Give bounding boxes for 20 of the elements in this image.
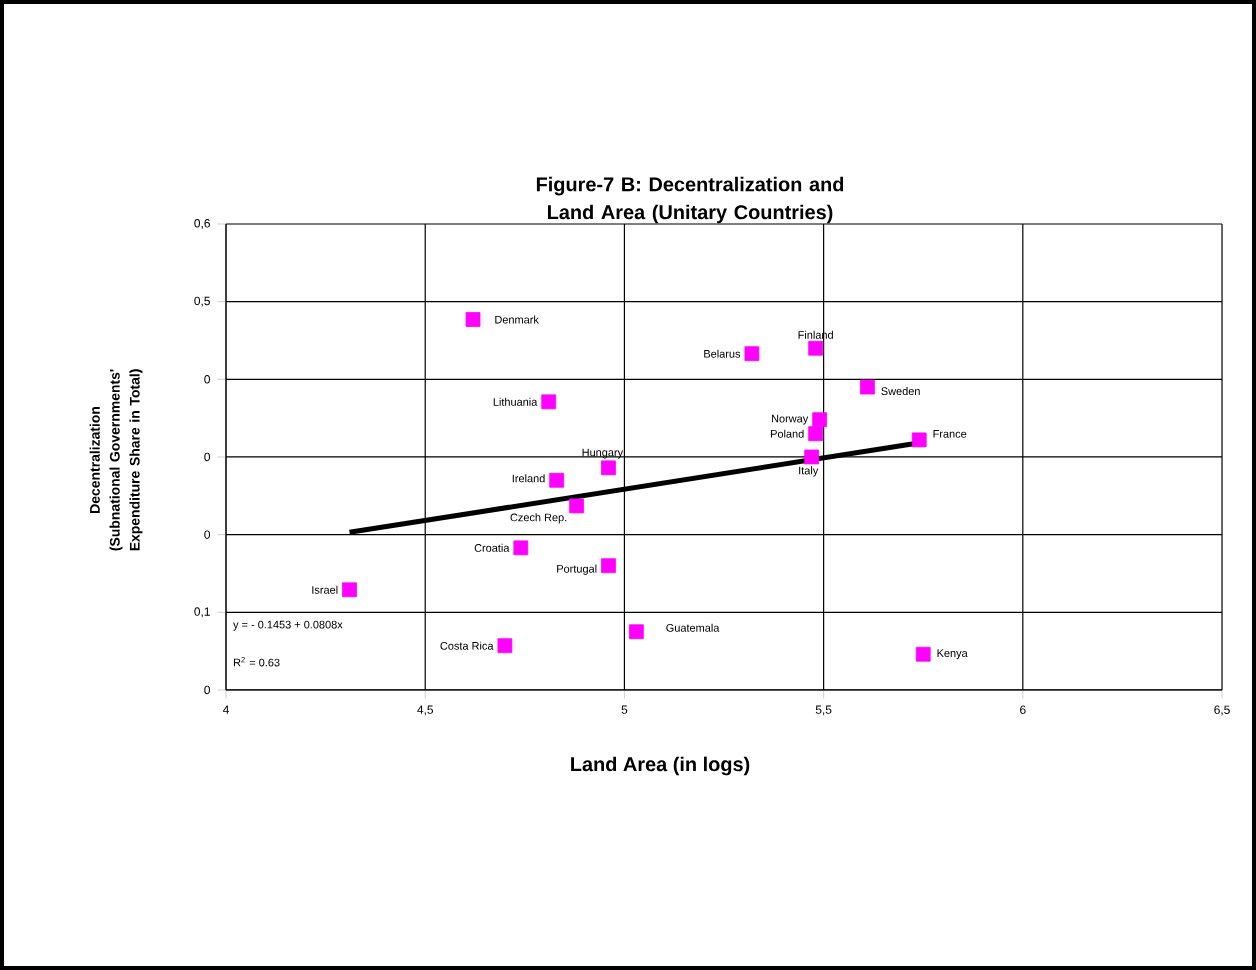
point — [342, 582, 357, 598]
point — [541, 394, 557, 410]
point — [808, 426, 824, 442]
point — [465, 312, 481, 327]
point — [601, 460, 616, 476]
point — [860, 379, 875, 395]
point — [915, 646, 931, 662]
point — [513, 540, 529, 556]
point — [804, 449, 820, 465]
point — [601, 558, 616, 574]
point — [549, 472, 565, 488]
chart-title: Figure-7 B: Decentralization and Land Area (Unitary Countries) — [536, 176, 844, 224]
point — [628, 624, 644, 640]
x-axis-title: Land Area (in logs) — [571, 756, 750, 776]
point — [812, 412, 828, 428]
point — [911, 432, 927, 448]
point — [569, 498, 584, 514]
point — [808, 340, 824, 356]
point — [744, 346, 760, 362]
point — [497, 638, 513, 654]
